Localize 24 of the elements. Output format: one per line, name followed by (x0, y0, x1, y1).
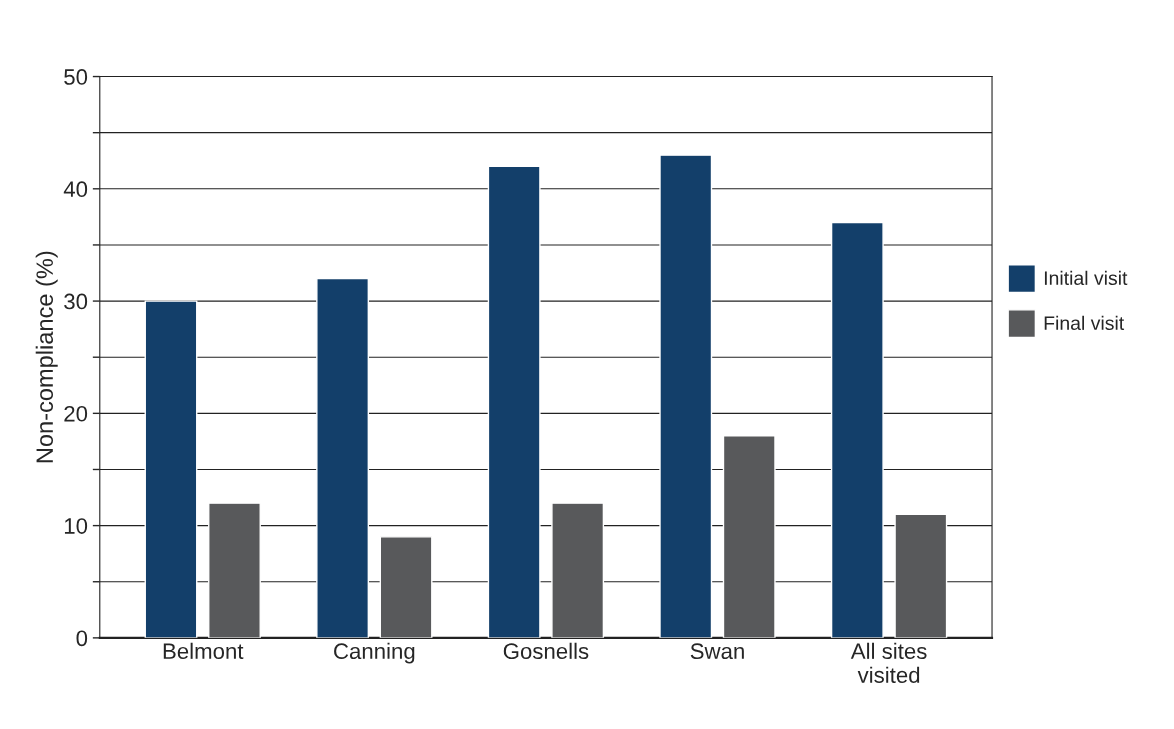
x-tick-label: All sites visited (850, 642, 927, 683)
y-tick-label: 40 (63, 181, 88, 198)
y-tick-label: 30 (64, 293, 88, 310)
y-tick-label: 0 (76, 630, 88, 647)
x-tick-label: Canning (334, 642, 415, 664)
x-tick-label: Belmont (163, 642, 244, 660)
bar (722, 435, 776, 638)
y-tick-label: 20 (64, 405, 88, 422)
y-tick-label: 50 (64, 69, 88, 85)
x-tick-label: Swan (690, 643, 744, 660)
bar (316, 277, 370, 638)
legend-label: Final visit (1044, 315, 1125, 331)
y-axis-title: Non-compliance (%) (35, 251, 58, 463)
bar (208, 502, 261, 638)
bar (659, 154, 713, 638)
legend-label: Initial visit (1044, 270, 1128, 286)
x-tick-label: Gosnells (503, 642, 589, 660)
bar (144, 300, 198, 638)
bar (487, 165, 541, 638)
bar (551, 502, 605, 638)
bar (379, 536, 433, 638)
y-tick-label: 10 (64, 518, 88, 534)
bar (830, 221, 884, 638)
bar (894, 513, 948, 638)
